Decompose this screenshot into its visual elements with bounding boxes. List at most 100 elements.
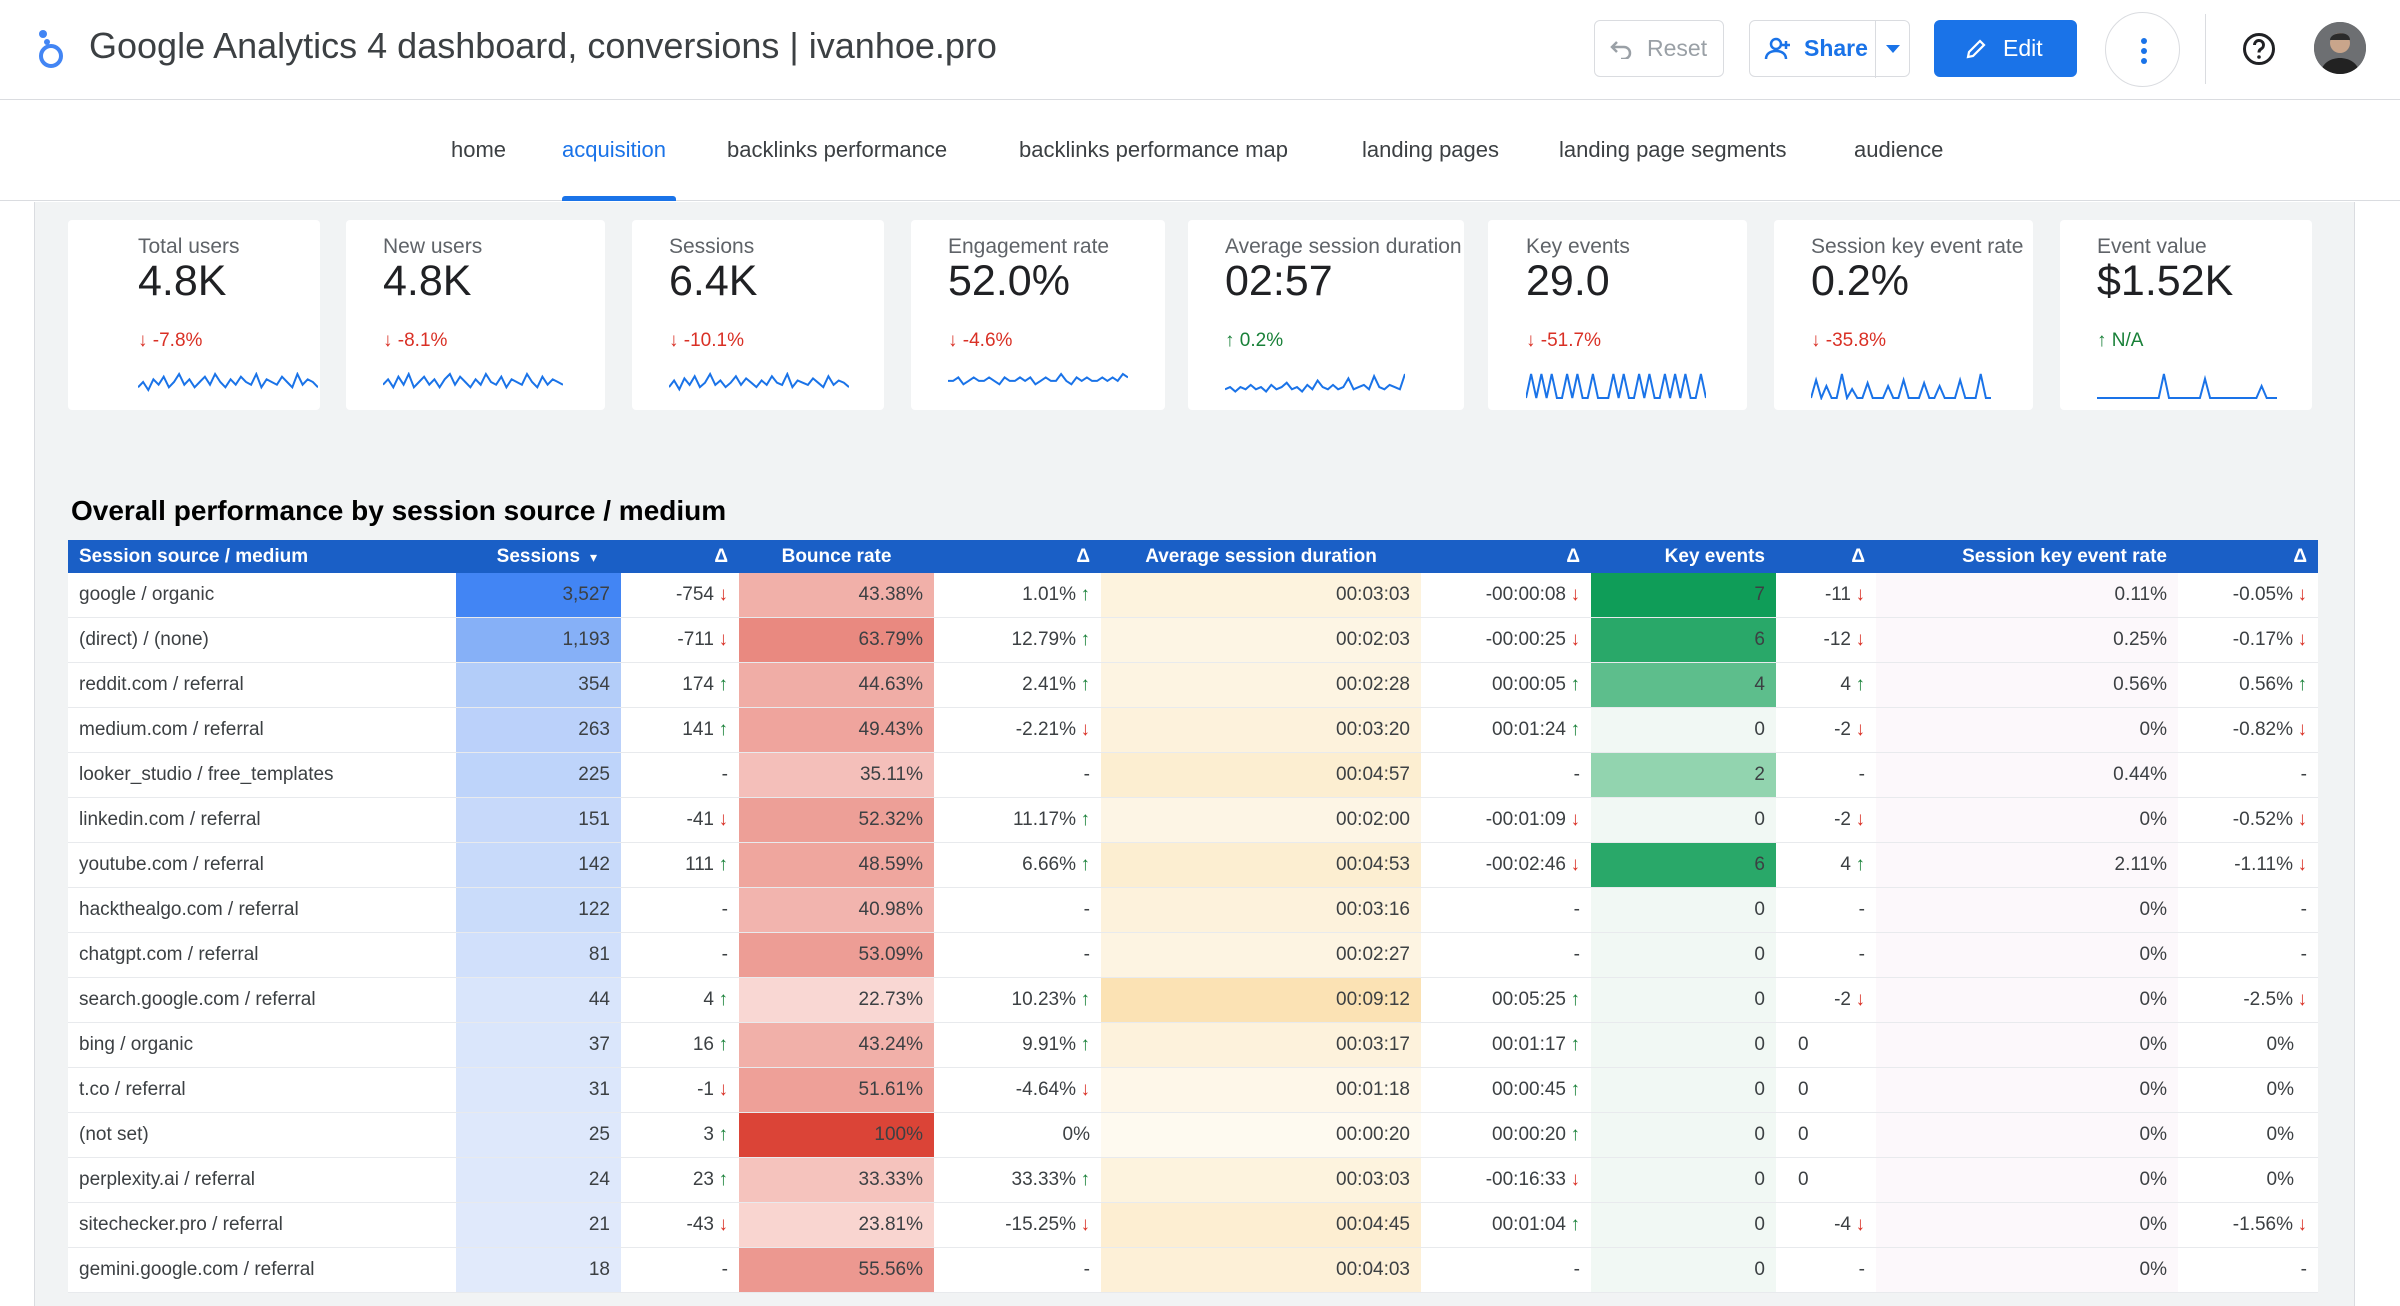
cell-key-events: 0 xyxy=(1591,1113,1776,1157)
cell-bounce-rate: 100% xyxy=(739,1113,934,1157)
cell-source-medium-text: youtube.com / referral xyxy=(79,854,264,875)
scorecard[interactable]: New users 4.8K ↓ -8.1% xyxy=(346,220,605,410)
cell-bounce-delta-text: - xyxy=(1083,764,1090,785)
cell-key-events-delta: - xyxy=(1776,753,1876,797)
cell-sessions-delta: 4 ↑ xyxy=(621,978,739,1022)
cell-bounce-rate: 63.79% xyxy=(739,618,934,662)
table-row[interactable]: bing / organic 37 16 ↑ 43.24% 9.91% ↑ 00:03:17 0… xyxy=(68,1023,2318,1068)
tab-audience[interactable]: audience xyxy=(1854,137,1944,162)
table-row[interactable]: (not set) 25 3 ↑ 100% 0% 00:00:20 00:00:20 ↑ 0 0 0%… xyxy=(68,1113,2318,1158)
arrow-down-icon: ↓ xyxy=(718,1079,729,1100)
tab-backlinks-performance-map[interactable]: backlinks performance map xyxy=(1019,137,1289,162)
tab-landing-pages[interactable]: landing pages xyxy=(1362,137,1500,162)
table-row[interactable]: google / organic 3,527 -754 ↓ 43.38% 1.01% ↑ 00… xyxy=(68,573,2318,618)
th-duration-delta[interactable]: Δ xyxy=(1421,540,1591,573)
scorecard[interactable]: Key events 29.0 ↓ -51.7% xyxy=(1488,220,1747,410)
th-key-events-delta[interactable]: Δ xyxy=(1776,540,1876,573)
avatar[interactable] xyxy=(2314,22,2366,74)
table-row[interactable]: sitechecker.pro / referral 21 -43 ↓ 23.81% -1… xyxy=(68,1203,2318,1248)
arrow-up-icon: ↑ xyxy=(2297,674,2308,695)
th-source-medium[interactable]: Session source / medium xyxy=(68,540,456,573)
cell-session-key-event-rate: 0% xyxy=(1876,1248,2178,1292)
scorecard-change-value: -51.7% xyxy=(1540,330,1601,351)
th-sessions-delta[interactable]: Δ xyxy=(621,540,739,573)
table-row[interactable]: perplexity.ai / referral 24 23 ↑ 33.33% 33.33… xyxy=(68,1158,2318,1203)
table-row[interactable]: youtube.com / referral 142 111 ↑ 48.59% 6.66%… xyxy=(68,843,2318,888)
share-dropdown-chevron-icon[interactable] xyxy=(1886,45,1900,53)
edit-button[interactable]: Edit xyxy=(1934,20,2077,77)
cell-bounce-rate: 40.98% xyxy=(739,888,934,932)
scorecard-value: 4.8K xyxy=(138,257,227,305)
cell-sessions-delta-text: -1 xyxy=(697,1079,714,1100)
table-row[interactable]: gemini.google.com / referral 18-55.56% -00… xyxy=(68,1248,2318,1293)
cell-sessions-text: 44 xyxy=(588,989,610,1010)
table-row[interactable]: linkedin.com / referral 151 -41 ↓ 52.32% 11.1… xyxy=(68,798,2318,843)
cell-key-events-text: 0 xyxy=(1754,719,1765,740)
arrow-down-icon: ↓ xyxy=(718,809,729,830)
cell-key-events-delta-text: - xyxy=(1858,899,1865,920)
page-tabs: home acquisition backlinks performance b… xyxy=(0,101,2400,201)
th-bounce-delta[interactable]: Δ xyxy=(934,540,1101,573)
scorecard-change-value: N/A xyxy=(2111,330,2144,351)
cell-key-events: 6 xyxy=(1591,618,1776,662)
scorecard[interactable]: Average session duration 02:57 ↑ 0.2% xyxy=(1188,220,1464,410)
cell-bounce-rate-text: 55.56% xyxy=(858,1259,923,1280)
cell-sessions-delta: 16 ↑ xyxy=(621,1023,739,1067)
cell-bounce-rate-text: 40.98% xyxy=(858,899,923,920)
sparkline xyxy=(1225,373,1405,393)
report-title[interactable]: Google Analytics 4 dashboard, conversion… xyxy=(89,25,997,66)
table-row[interactable]: medium.com / referral 263 141 ↑ 49.43% -2.21%… xyxy=(68,708,2318,753)
tab-landing-page-segments[interactable]: landing page segments xyxy=(1559,137,1787,162)
table-row[interactable]: t.co / referral 31 -1 ↓ 51.61% -4.64% ↓ 00:01:1… xyxy=(68,1068,2318,1113)
table-row[interactable]: chatgpt.com / referral 81 - 53.09% - 00:02:27… xyxy=(68,933,2318,978)
th-session-key-event-rate[interactable]: Session key event rate xyxy=(1876,540,2178,573)
cell-duration-delta: -00:16:33 ↓ xyxy=(1421,1158,1591,1202)
th-bounce-rate[interactable]: Bounce rate xyxy=(739,540,934,573)
share-button[interactable]: Share xyxy=(1749,20,1910,78)
arrow-up-icon: ↑ xyxy=(1080,809,1091,830)
cell-sessions: 81 xyxy=(456,933,621,977)
cell-duration-delta: -00:00:25 ↓ xyxy=(1421,618,1591,662)
arrow-down-icon: ↓ xyxy=(1855,1214,1866,1235)
tab-acquisition[interactable]: acquisition xyxy=(562,137,666,162)
arrow-up-icon: ↑ xyxy=(718,989,729,1010)
cell-session-key-event-rate-text: 2.11% xyxy=(2114,854,2167,875)
cell-bounce-delta-text: - xyxy=(1083,899,1090,920)
th-key-events[interactable]: Key events xyxy=(1591,540,1776,573)
tab-backlinks-performance[interactable]: backlinks performance xyxy=(727,137,948,162)
arrow-up-icon: ↑ xyxy=(1080,584,1091,605)
scorecard[interactable]: Sessions 6.4K ↓ -10.1% xyxy=(632,220,884,410)
cell-bounce-rate: 52.32% xyxy=(739,798,934,842)
active-tab-indicator xyxy=(562,196,676,201)
table-row[interactable]: (direct) / (none) 1,193 -711 ↓ 63.79% 12.79% ↑… xyxy=(68,618,2318,663)
table-row[interactable]: looker_studio / free_templates 225 - 35.11%… xyxy=(68,753,2318,798)
cell-session-key-event-rate: 0% xyxy=(1876,888,2178,932)
cell-bounce-delta-text: -2.21% xyxy=(1015,719,1076,740)
scorecard[interactable]: Session key event rate 0.2% ↓ -35.8% xyxy=(1774,220,2033,410)
cell-key-events-delta: 0 xyxy=(1776,1023,1876,1067)
cell-session-key-event-rate: 0.56% xyxy=(1876,663,2178,707)
scorecard[interactable]: Total users 4.8K ↓ -7.8% xyxy=(68,220,320,410)
scorecard[interactable]: Engagement rate 52.0% ↓ -4.6% xyxy=(911,220,1165,410)
scorecard-change-value: -7.8% xyxy=(152,330,203,351)
reset-button[interactable]: Reset xyxy=(1594,20,1724,77)
table-row[interactable]: reddit.com / referral 354 174 ↑ 44.63% 2.41% ↑… xyxy=(68,663,2318,708)
cell-avg-duration: 00:04:03 xyxy=(1101,1248,1421,1292)
scorecard[interactable]: Event value $1.52K ↑ N/A xyxy=(2060,220,2312,410)
table-row[interactable]: search.google.com / referral 44 4 ↑ 22.73% 10… xyxy=(68,978,2318,1023)
share-label: Share xyxy=(1804,35,1868,61)
cell-avg-duration: 00:03:20 xyxy=(1101,708,1421,752)
th-avg-session-duration[interactable]: Average session duration xyxy=(1101,540,1421,573)
th-sessions[interactable]: Sessions ▾ xyxy=(456,540,621,573)
th-rate-delta[interactable]: Δ xyxy=(2178,540,2318,573)
tab-home[interactable]: home xyxy=(451,137,507,162)
cell-source-medium: chatgpt.com / referral xyxy=(68,933,456,977)
cell-sessions-delta: -754 ↓ xyxy=(621,573,739,617)
help-icon[interactable] xyxy=(2242,32,2276,66)
scorecard-change: ↓ -8.1% xyxy=(383,330,447,352)
sort-descending-icon[interactable]: ▾ xyxy=(586,549,597,565)
cell-duration-delta: - xyxy=(1421,888,1591,932)
looker-studio-logo-icon[interactable] xyxy=(34,28,64,70)
table-row[interactable]: hackthealgo.com / referral 122 - 40.98% - 00:… xyxy=(68,888,2318,933)
more-options-icon[interactable] xyxy=(2105,12,2180,87)
